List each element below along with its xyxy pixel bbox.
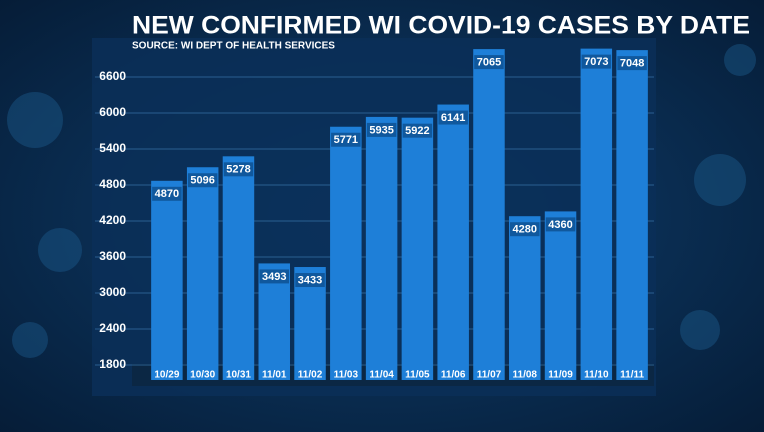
x-tick-label: 11/06: [441, 370, 466, 381]
y-tick-label: 6600: [99, 69, 126, 83]
y-tick-label: 2400: [99, 321, 126, 335]
value-label: 6141: [441, 112, 465, 124]
bar: [580, 48, 613, 381]
value-label-box: [259, 269, 289, 284]
y-tick-label: 4200: [99, 213, 126, 227]
value-label: 3493: [262, 271, 286, 283]
value-label: 5771: [334, 134, 358, 146]
bar: [437, 104, 469, 380]
x-tick-label: 11/05: [405, 370, 430, 381]
bar: [401, 117, 434, 381]
value-label: 5935: [369, 124, 393, 136]
value-label-box: [187, 173, 218, 188]
value-label-box: [617, 56, 647, 71]
x-tick-label: 11/10: [584, 370, 609, 381]
value-label-box: [474, 55, 504, 70]
chart-subtitle: SOURCE: WI DEPT OF HEALTH SERVICES: [132, 41, 335, 52]
chart-title: NEW CONFIRMED WI COVID-19 CASES BY DATE: [132, 12, 750, 40]
value-label-box: [295, 273, 325, 288]
x-tick-label: 11/01: [262, 370, 287, 381]
value-label-box: [438, 110, 468, 125]
bar: [473, 49, 505, 380]
value-label-box: [223, 162, 254, 177]
x-tick-label: 11/11: [620, 370, 644, 381]
bar: [151, 180, 183, 380]
y-tick-label: 5400: [99, 141, 126, 155]
value-label: 7065: [477, 57, 501, 69]
x-tick-label: 11/04: [369, 370, 394, 381]
value-label: 4870: [155, 188, 179, 200]
y-tick-label: 4800: [99, 177, 126, 191]
value-label: 4280: [513, 224, 537, 236]
bar: [222, 156, 255, 380]
value-label-box: [331, 132, 361, 147]
x-tick-label: 10/31: [226, 370, 251, 381]
y-tick-label: 3600: [99, 249, 126, 263]
value-label: 4360: [548, 219, 572, 231]
x-tick-label: 10/30: [190, 370, 215, 381]
bar: [365, 116, 398, 381]
value-label: 5096: [190, 175, 214, 187]
value-label: 7048: [620, 58, 644, 70]
x-tick-label: 11/07: [477, 370, 502, 381]
bar: [616, 50, 648, 381]
value-label: 5922: [405, 125, 429, 137]
y-tick-label: 6000: [99, 105, 126, 119]
bar: [544, 211, 577, 380]
value-label-box: [545, 217, 576, 232]
bar: [330, 126, 362, 381]
x-tick-label: 11/09: [548, 370, 573, 381]
y-tick-label: 1800: [99, 357, 126, 371]
x-tick-label: 11/02: [298, 370, 323, 381]
value-label: 3433: [298, 274, 322, 286]
x-tick-label: 11/03: [334, 370, 359, 381]
y-tick-label: 3000: [99, 285, 126, 299]
value-label-box: [510, 222, 540, 237]
value-label-box: [366, 122, 397, 137]
x-tick-label: 10/29: [154, 370, 179, 381]
virus-decor: [7, 44, 756, 358]
value-label-box: [402, 123, 433, 138]
value-label: 5278: [226, 164, 250, 176]
bar: [186, 167, 219, 380]
x-tick-label: 11/08: [513, 370, 538, 381]
value-label-box: [581, 54, 612, 69]
value-label-box: [152, 186, 182, 201]
bar: [509, 216, 541, 380]
value-label: 7073: [584, 56, 608, 68]
